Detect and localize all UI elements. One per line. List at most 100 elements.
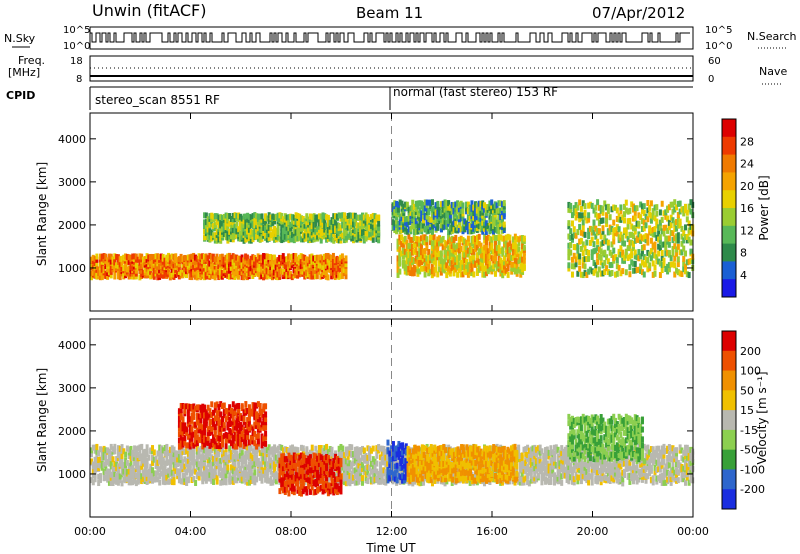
data-cell xyxy=(163,261,167,268)
data-cell xyxy=(276,212,280,219)
data-cell xyxy=(231,468,235,475)
data-cell xyxy=(425,239,429,246)
data-cell xyxy=(199,467,203,474)
data-cell xyxy=(95,452,99,459)
data-cell xyxy=(280,444,284,451)
data-cell xyxy=(606,258,610,265)
data-cell xyxy=(312,273,316,280)
data-cell xyxy=(308,213,312,220)
data-cell xyxy=(127,258,131,265)
data-cell xyxy=(380,456,384,463)
data-cell xyxy=(366,458,370,465)
data-cell xyxy=(204,269,208,276)
data-cell xyxy=(305,269,309,276)
data-cell xyxy=(341,450,345,457)
data-cell xyxy=(287,253,291,260)
data-cell xyxy=(165,447,169,454)
data-cell xyxy=(418,246,422,253)
data-cell xyxy=(384,461,388,468)
data-cell xyxy=(265,477,269,484)
data-cell xyxy=(443,206,447,213)
data-cell xyxy=(251,262,255,269)
data-cell xyxy=(481,212,485,219)
data-cell xyxy=(393,224,397,231)
data-cell xyxy=(386,452,390,459)
data-cell xyxy=(676,261,680,268)
data-cell xyxy=(359,475,363,482)
data-cell xyxy=(418,240,422,247)
data-cell xyxy=(229,225,233,232)
data-cell xyxy=(195,471,199,478)
data-cell xyxy=(299,263,303,270)
data-cell xyxy=(420,203,424,210)
data-cell xyxy=(617,264,621,271)
data-cell xyxy=(423,271,427,278)
data-cell xyxy=(161,465,165,472)
data-cell xyxy=(138,262,142,269)
data-cell xyxy=(174,467,178,474)
data-cell xyxy=(439,225,443,232)
data-cell xyxy=(111,456,115,463)
data-cell xyxy=(484,235,488,242)
data-cell xyxy=(269,268,273,275)
data-cell xyxy=(150,263,154,270)
data-cell xyxy=(90,270,93,277)
data-cell xyxy=(662,230,666,237)
data-cell xyxy=(477,223,481,230)
data-cell xyxy=(640,269,644,276)
data-cell xyxy=(470,270,474,277)
data-cell xyxy=(303,227,307,234)
data-cell xyxy=(249,237,253,244)
data-cell xyxy=(490,240,494,247)
data-cell xyxy=(405,254,409,261)
data-cell xyxy=(587,202,591,209)
data-cell xyxy=(274,447,278,454)
data-cell xyxy=(183,449,187,456)
data-cell xyxy=(486,204,490,211)
data-cell xyxy=(499,247,503,254)
data-cell xyxy=(601,250,605,257)
data-cell xyxy=(213,222,217,229)
data-cell xyxy=(599,205,603,212)
data-cell xyxy=(366,225,370,232)
data-cell xyxy=(418,216,422,223)
data-cell xyxy=(445,249,449,256)
data-cell xyxy=(339,234,343,241)
data-cell xyxy=(465,220,469,227)
data-cell xyxy=(129,460,133,467)
data-cell xyxy=(488,253,492,260)
data-cell xyxy=(362,217,366,224)
data-cell xyxy=(142,449,146,456)
data-cell xyxy=(486,258,490,265)
data-cell xyxy=(256,446,260,453)
data-cell xyxy=(283,233,287,240)
data-cell xyxy=(405,201,409,208)
data-cell xyxy=(352,467,356,474)
data-cell xyxy=(401,237,405,244)
data-cell xyxy=(422,207,426,214)
data-cell xyxy=(666,263,670,270)
data-cell xyxy=(176,456,180,463)
data-cell xyxy=(244,271,248,278)
data-cell xyxy=(430,480,434,487)
data-cell xyxy=(366,454,370,461)
data-cell xyxy=(235,467,239,474)
data-cell xyxy=(315,264,319,271)
data-cell xyxy=(289,229,293,236)
data-cell xyxy=(258,450,262,457)
data-cell xyxy=(483,219,487,226)
data-cell xyxy=(610,206,614,213)
data-cell xyxy=(269,462,273,469)
data-cell xyxy=(276,257,280,264)
data-cell xyxy=(325,448,329,455)
data-cell xyxy=(461,271,465,278)
data-cell xyxy=(352,474,356,481)
data-cell xyxy=(323,226,327,233)
data-cell xyxy=(249,473,253,480)
data-cell xyxy=(348,480,352,487)
data-cell xyxy=(161,456,165,463)
data-cell xyxy=(510,265,514,272)
data-cell xyxy=(93,444,97,451)
data-cell xyxy=(438,214,442,221)
data-cell xyxy=(325,223,329,230)
